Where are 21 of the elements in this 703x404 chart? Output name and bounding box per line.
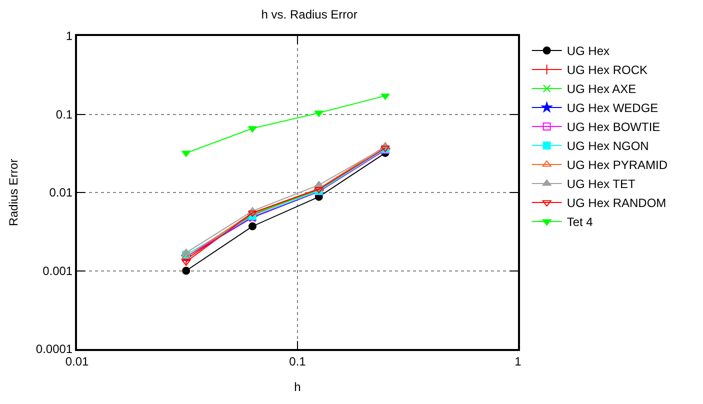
x-tick-label: 0.01 bbox=[65, 354, 89, 368]
legend-label: UG Hex RANDOM bbox=[566, 196, 666, 210]
legend-label: UG Hex TET bbox=[566, 177, 636, 192]
legend-label: UG Hex AXE bbox=[566, 82, 636, 96]
y-tick-label: 0.0001 bbox=[36, 342, 73, 356]
legend-label: UG Hex bbox=[566, 44, 610, 58]
x-tick-label: 0.1 bbox=[289, 354, 306, 368]
y-tick-label: 1 bbox=[66, 29, 73, 44]
legend-label: UG Hex ROCK bbox=[566, 63, 648, 78]
legend-label: UG Hex BOWTIE bbox=[566, 120, 660, 134]
x-axis-title: h bbox=[294, 380, 301, 394]
y-tick-label: 0.1 bbox=[56, 107, 73, 122]
legend-label: UG Hex PYRAMID bbox=[566, 158, 668, 172]
chart-title: h vs. Radius Error bbox=[261, 8, 358, 22]
legend-label: UG Hex NGON bbox=[566, 139, 649, 154]
legend-label: Tet 4 bbox=[566, 215, 594, 230]
y-tick-label: 0.01 bbox=[49, 186, 73, 200]
y-axis-title: Radius Error bbox=[6, 158, 21, 226]
y-tick-label: 0.001 bbox=[42, 264, 73, 278]
legend-label: UG Hex WEDGE bbox=[566, 101, 658, 116]
x-tick-label: 1 bbox=[514, 354, 522, 368]
